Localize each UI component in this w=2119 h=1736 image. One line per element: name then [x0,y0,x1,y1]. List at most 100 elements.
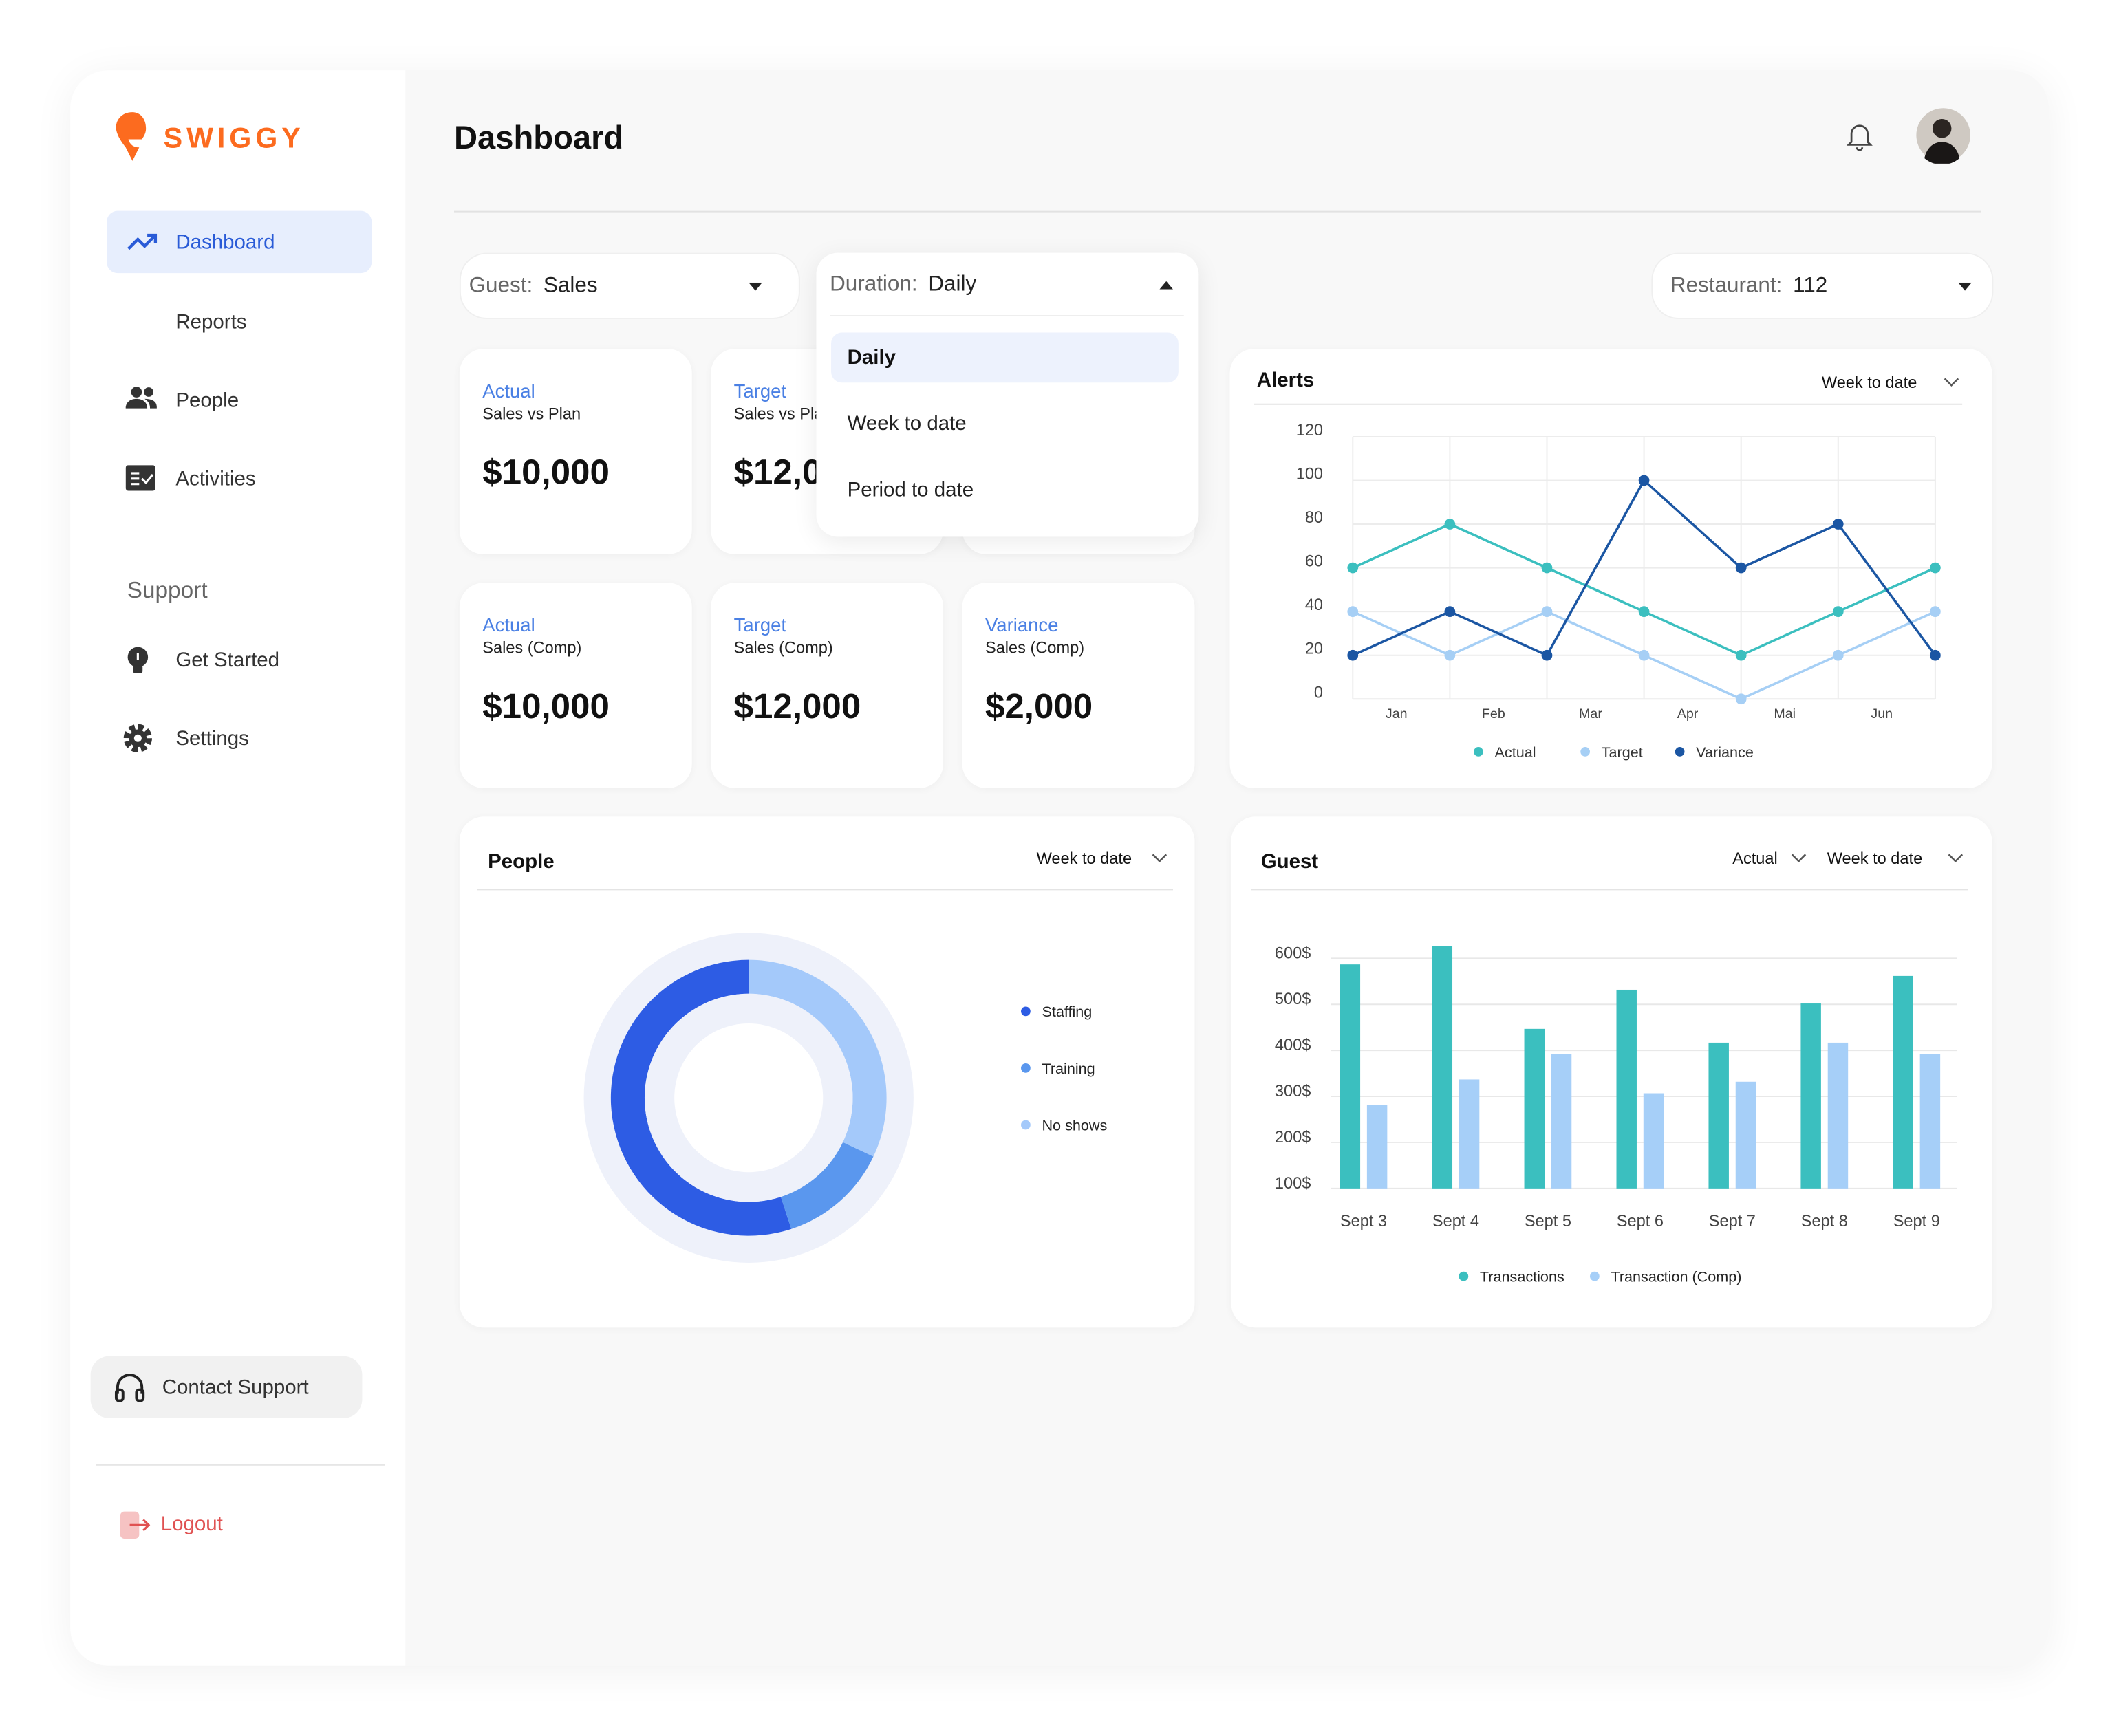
legend-dot [1021,1063,1031,1073]
brand: SWIGGY [163,122,305,155]
x-tick-label: Feb [1482,706,1505,721]
chevron [1948,854,1964,862]
kpi-label: Actual [482,614,535,636]
guest-filter[interactable]: Guest: Sales [459,252,800,319]
kpi-sub: Sales (Comp) [733,638,833,658]
bar [1827,1042,1849,1189]
nav-item[interactable]: Dashboard [175,231,275,254]
point [1832,649,1844,661]
legend-dot [1021,1120,1031,1130]
contact-button[interactable] [90,1356,363,1419]
kpi-sub: Sales (Comp) [985,638,1085,658]
logout[interactable]: Logout [160,1512,223,1537]
x-tick-label: Sept 8 [1801,1212,1848,1230]
x-tick-label: Sept 9 [1893,1212,1940,1230]
kpi-sub: Sales (Comp) [482,638,582,658]
avatar[interactable] [1915,107,1972,164]
nav-item[interactable]: Reports [175,311,247,334]
bar [1432,946,1453,1189]
point [1347,649,1359,661]
y-tick-label: 200$ [1275,1128,1311,1146]
point [1832,519,1844,530]
card-title: Guest [1261,850,1319,873]
kpi-sub: Sales vs Plan [733,404,832,424]
bell[interactable] [1846,122,1873,151]
divider [454,210,1981,213]
kpi-label: Target [733,380,787,402]
legend-label: Training [1042,1060,1095,1077]
point [1541,562,1553,574]
period-select: Week to date [1037,849,1132,867]
bar [1340,964,1361,1189]
x-tick-label: Sept 5 [1525,1212,1571,1230]
option[interactable]: Period to date [847,478,974,502]
y-tick-label: 60 [1305,552,1323,570]
restaurant-filter[interactable]: Restaurant: 112 [1651,252,1994,319]
duration-dropdown[interactable]: Duration: Daily Daily Week to date Period… [816,252,1199,537]
icon-logout [120,1511,151,1539]
x-tick-label: Sept 4 [1432,1212,1479,1230]
option[interactable]: Daily [847,346,896,369]
nav-item[interactable]: Get Started [175,649,280,672]
filter-value: Sales [543,274,598,298]
bar [1459,1079,1480,1189]
bar [1708,1042,1729,1189]
donut-slice [780,1142,874,1229]
point [1930,606,1941,618]
y-tick-label: 400$ [1275,1036,1311,1054]
y-tick-label: 40 [1305,596,1323,614]
icon-trend [127,233,158,250]
y-tick-label: 100 [1296,465,1323,483]
bar [1551,1054,1572,1189]
x-tick-label: Sept 6 [1617,1212,1664,1230]
point [1444,606,1456,618]
bar [1643,1093,1664,1189]
point [1735,693,1747,705]
bar [1919,1054,1941,1189]
legend-dot [1459,1271,1469,1281]
nav-item[interactable]: People [175,389,239,413]
x-tick-label: Mar [1579,706,1602,721]
legend-dot [1589,1271,1600,1281]
nav-active[interactable] [107,210,372,274]
point [1735,649,1747,661]
bar [1735,1081,1756,1189]
option[interactable]: Week to date [847,412,967,435]
kpi-card: Actual Sales vs Plan $10,000 [459,349,692,554]
bar [1800,1003,1821,1189]
legend-dot [1474,747,1483,757]
filter-select: Actual [1732,849,1778,867]
card-title: People [488,850,555,873]
filter-label: Restaurant: [1670,274,1783,298]
kpi-sub: Sales vs Plan [482,404,581,424]
legend-label: Target [1602,744,1643,761]
point [1444,649,1456,661]
kpi-card: Variance Sales (Comp) $2,000 [962,583,1195,789]
point [1541,606,1553,618]
point [1541,649,1553,661]
legend-label: Transaction (Comp) [1611,1268,1741,1285]
point [1638,475,1650,486]
donut-hole [674,1023,824,1173]
x-tick-label: Sept 3 [1340,1212,1387,1230]
kpi-value: $10,000 [482,451,610,492]
point [1930,562,1941,574]
filter-value: 112 [1793,274,1828,298]
kpi-value: $12,000 [733,685,861,726]
y-tick-label: 100$ [1275,1174,1311,1192]
filter-label: Duration: [830,273,918,296]
period-select: Week to date [1822,373,1917,391]
x-tick-label: Jun [1871,706,1893,721]
nav-item[interactable]: Activities [175,468,256,491]
legend-label: No shows [1042,1116,1107,1133]
y-tick-label: 300$ [1275,1082,1311,1100]
nav-item[interactable]: Settings [175,727,249,750]
logo-icon [116,112,147,161]
point [1832,606,1844,618]
x-tick-label: Apr [1677,706,1699,721]
legend-dot [1021,1006,1031,1017]
filter-value: Daily [928,273,977,296]
contact-label[interactable]: Contact Support [162,1376,309,1400]
chevron [1944,378,1959,387]
